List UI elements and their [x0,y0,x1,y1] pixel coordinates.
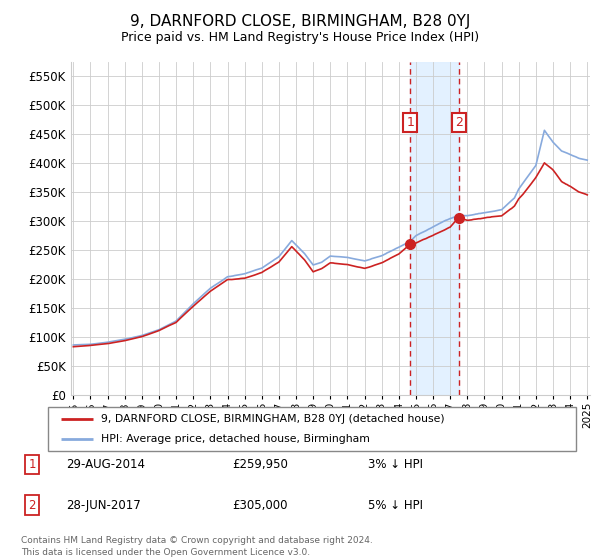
Text: 1: 1 [406,116,414,129]
Text: Price paid vs. HM Land Registry's House Price Index (HPI): Price paid vs. HM Land Registry's House … [121,31,479,44]
Text: 3% ↓ HPI: 3% ↓ HPI [368,458,422,471]
Text: £305,000: £305,000 [232,499,288,512]
Text: 28-JUN-2017: 28-JUN-2017 [66,499,140,512]
FancyBboxPatch shape [48,407,576,451]
Text: Contains HM Land Registry data © Crown copyright and database right 2024.
This d: Contains HM Land Registry data © Crown c… [21,536,373,557]
Text: 9, DARNFORD CLOSE, BIRMINGHAM, B28 0YJ (detached house): 9, DARNFORD CLOSE, BIRMINGHAM, B28 0YJ (… [101,414,445,424]
Text: £259,950: £259,950 [232,458,288,471]
Text: HPI: Average price, detached house, Birmingham: HPI: Average price, detached house, Birm… [101,434,370,444]
Text: 2: 2 [28,499,36,512]
Text: 5% ↓ HPI: 5% ↓ HPI [368,499,422,512]
Text: 1: 1 [28,458,36,471]
Text: 9, DARNFORD CLOSE, BIRMINGHAM, B28 0YJ: 9, DARNFORD CLOSE, BIRMINGHAM, B28 0YJ [130,14,470,29]
Text: 29-AUG-2014: 29-AUG-2014 [66,458,145,471]
Bar [410,62,458,395]
Text: 2: 2 [455,116,463,129]
